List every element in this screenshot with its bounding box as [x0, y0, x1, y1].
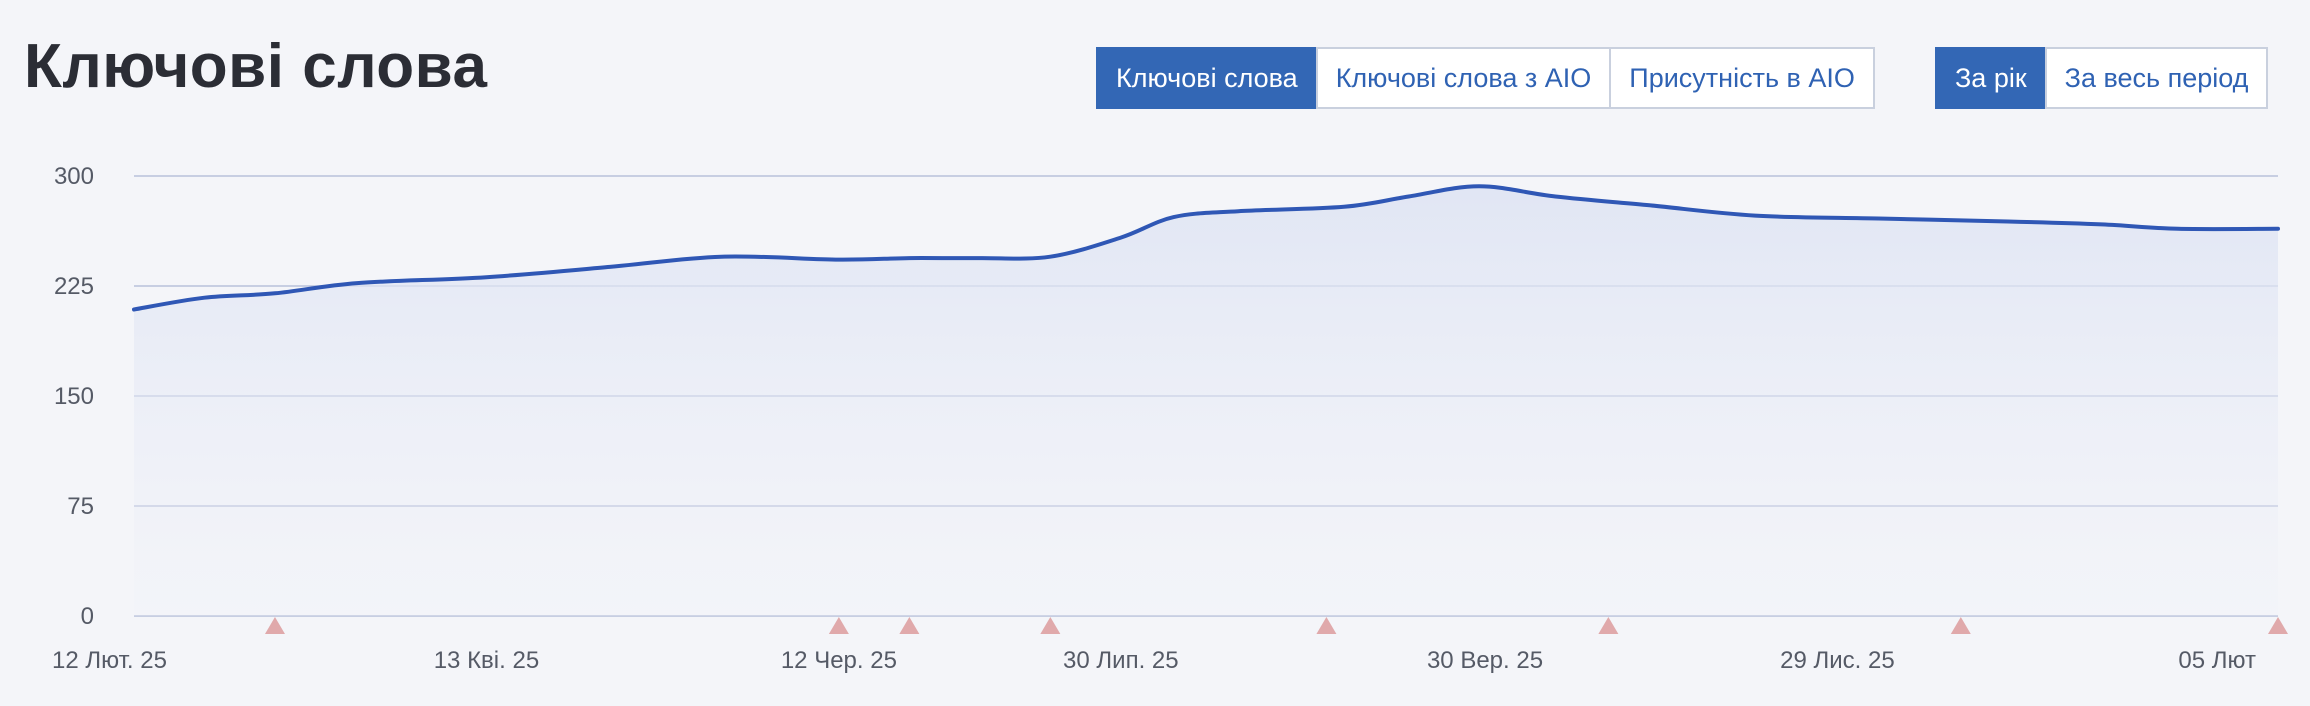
event-marker [1950, 617, 1971, 634]
y-tick-label: 0 [81, 603, 94, 630]
y-tick-label: 300 [54, 163, 94, 190]
x-tick-label: 29 Лис. 25 [1780, 647, 1895, 674]
y-tick-label: 150 [54, 383, 94, 410]
event-marker [1598, 617, 1619, 634]
event-marker [828, 617, 849, 634]
x-tick-label: 30 Вер. 25 [1427, 647, 1543, 674]
x-axis: 12 Лют. 25 13 Кві. 25 12 Чер. 25 30 Лип. 25… [52, 647, 2256, 674]
event-markers [264, 617, 2288, 634]
y-axis: 0 75 150 225 300 [54, 163, 94, 630]
series-line [132, 184, 2280, 312]
period-toggle-group: За рік За весь період [1935, 47, 2269, 109]
series-area [134, 186, 2278, 617]
metric-toggle-group: Ключові слова Ключові слова з AIO Присут… [1096, 47, 1875, 109]
x-tick-label: 13 Кві. 25 [434, 647, 539, 674]
event-marker [264, 617, 285, 634]
event-marker [899, 617, 920, 634]
period-all-button[interactable]: За весь період [2044, 47, 2269, 109]
y-tick-label: 75 [67, 493, 94, 520]
aio-presence-button[interactable]: Присутність в AIO [1609, 47, 1875, 109]
x-tick-label: 12 Лют. 25 [52, 647, 167, 674]
event-marker [1316, 617, 1337, 634]
x-tick-label: 05 Лют [2178, 647, 2256, 674]
period-year-button[interactable]: За рік [1935, 47, 2047, 109]
y-tick-label: 225 [54, 273, 94, 300]
event-marker [2268, 617, 2288, 634]
x-tick-label: 12 Чер. 25 [781, 647, 897, 674]
page-title: Ключові слова [24, 32, 488, 101]
x-tick-label: 30 Лип. 25 [1063, 647, 1179, 674]
event-marker [1040, 617, 1061, 634]
keywords-button[interactable]: Ключові слова [1096, 47, 1318, 109]
